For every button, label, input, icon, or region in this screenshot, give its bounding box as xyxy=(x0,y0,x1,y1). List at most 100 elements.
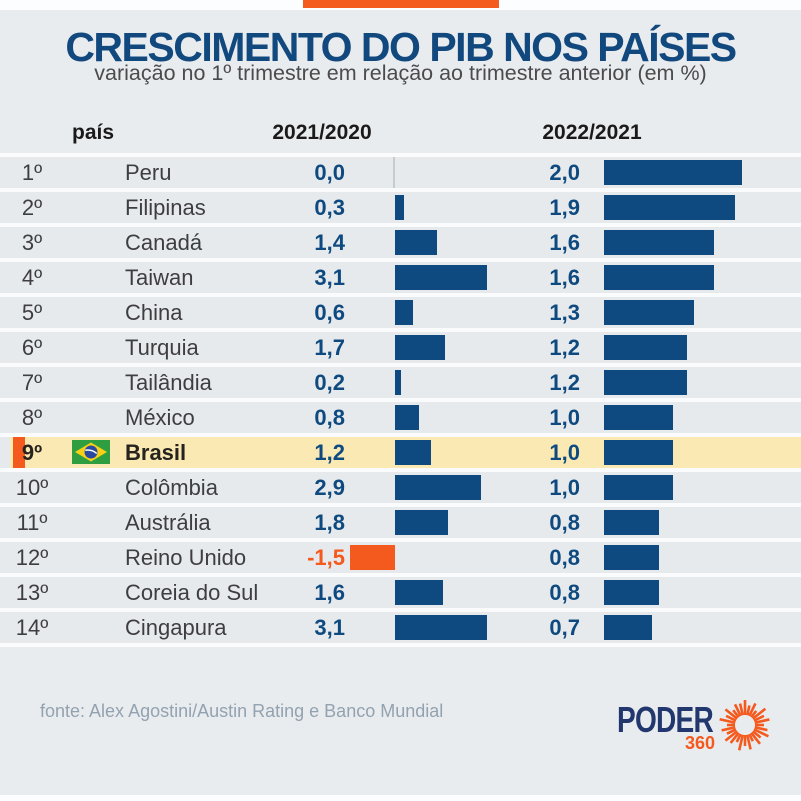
rank-label: 13º xyxy=(15,580,49,605)
zero-line xyxy=(393,157,395,188)
value-2022: 1,0 xyxy=(549,440,580,465)
value-2022: 0,8 xyxy=(549,545,580,570)
bar-2022 xyxy=(604,195,736,220)
bar-2021 xyxy=(395,405,419,430)
column-header-country: país xyxy=(72,121,115,144)
country-label: Coreia do Sul xyxy=(125,580,259,605)
column-header-2021-2020: 2021/2020 xyxy=(272,121,372,144)
country-label: Austrália xyxy=(125,510,211,535)
country-label: China xyxy=(125,300,183,325)
bar-2021 xyxy=(395,510,449,535)
table-rows: 1º Peru 0,0 2,0 2º Filipinas 0,3 1,9 3º … xyxy=(0,153,801,647)
country-label: Turquia xyxy=(125,335,199,360)
page-title: CRESCIMENTO DO PIB NOS PAÍSES xyxy=(65,24,737,70)
value-2022: 1,2 xyxy=(549,335,580,360)
bar-2022 xyxy=(604,615,653,640)
value-2022: 2,0 xyxy=(549,160,580,185)
value-2022: 0,8 xyxy=(549,510,580,535)
bar-2022 xyxy=(604,335,687,360)
sunburst-icon xyxy=(719,700,770,751)
rank-label: 6º xyxy=(21,335,43,360)
row-orange-accent xyxy=(13,437,25,468)
value-2021: 0,8 xyxy=(314,405,345,430)
bar-2022 xyxy=(604,510,660,535)
table-row: 12º Reino Unido -1,5 0,8 xyxy=(0,542,801,577)
value-2021: 1,7 xyxy=(314,335,345,360)
table-row: 2º Filipinas 0,3 1,9 xyxy=(0,192,801,227)
rank-label: 12º xyxy=(15,545,49,570)
source-note: fonte: Alex Agostini/Austin Rating e Ban… xyxy=(40,701,444,721)
bar-2021 xyxy=(395,370,401,395)
bar-2021 xyxy=(395,440,431,465)
table-row: 9º Brasil 1,2 1,0 xyxy=(0,437,801,472)
table-row: 10º Colômbia 2,9 1,0 xyxy=(0,472,801,507)
bar-2021 xyxy=(395,300,413,325)
bar-2021 xyxy=(395,475,482,500)
rank-label: 5º xyxy=(21,300,43,325)
bar-2021 xyxy=(395,580,443,605)
value-2022: 1,0 xyxy=(549,405,580,430)
value-2021: 0,2 xyxy=(314,370,345,395)
bar-2021 xyxy=(350,545,395,570)
value-2022: 1,2 xyxy=(549,370,580,395)
bar-2022 xyxy=(604,230,715,255)
bar-2021 xyxy=(395,615,488,640)
column-header-2022-2021: 2022/2021 xyxy=(542,121,642,144)
value-2021: 3,1 xyxy=(314,265,345,290)
bar-2022 xyxy=(604,370,687,395)
page-subtitle: variação no 1º trimestre em relação ao t… xyxy=(94,61,707,85)
bar-2022 xyxy=(604,545,660,570)
bar-2022 xyxy=(604,580,660,605)
rank-label: 1º xyxy=(21,160,43,185)
value-2021: 2,9 xyxy=(314,475,345,500)
table-row: 11º Austrália 1,8 0,8 xyxy=(0,507,801,542)
table-row: 3º Canadá 1,4 1,6 xyxy=(0,227,801,262)
poder360-logo: PODER 360 xyxy=(617,693,787,757)
value-2021: 1,4 xyxy=(314,230,345,255)
value-2021: 1,2 xyxy=(314,440,345,465)
country-label: Canadá xyxy=(125,230,203,255)
table-row: 5º China 0,6 1,3 xyxy=(0,297,801,332)
value-2021: 0,0 xyxy=(314,160,345,185)
value-2022: 1,6 xyxy=(549,230,580,255)
bar-2022 xyxy=(604,160,742,185)
country-label: México xyxy=(125,405,195,430)
value-2022: 1,3 xyxy=(549,300,580,325)
rank-label: 3º xyxy=(21,230,43,255)
value-2022: 0,8 xyxy=(549,580,580,605)
country-label: Taiwan xyxy=(125,265,194,290)
value-2022: 0,7 xyxy=(549,615,580,640)
top-orange-accent-bar xyxy=(303,0,499,8)
table-row: 7º Tailândia 0,2 1,2 xyxy=(0,367,801,402)
country-label: Brasil xyxy=(125,440,187,465)
value-2022: 1,0 xyxy=(549,475,580,500)
bar-2021 xyxy=(395,195,404,220)
value-2021: 0,6 xyxy=(314,300,345,325)
table-row: 6º Turquia 1,7 1,2 xyxy=(0,332,801,367)
rank-label: 14º xyxy=(15,615,49,640)
value-2021: 1,8 xyxy=(314,510,345,535)
table-row: 1º Peru 0,0 2,0 xyxy=(0,153,801,192)
logo-360-label: 360 xyxy=(684,733,715,753)
logo-wordmark: PODER xyxy=(617,699,714,740)
value-2021: 1,6 xyxy=(314,580,345,605)
country-label: Tailândia xyxy=(125,370,212,395)
value-2021: -1,5 xyxy=(307,545,345,570)
bar-2022 xyxy=(604,300,694,325)
rank-label: 2º xyxy=(21,195,43,220)
table-row: 14º Cingapura 3,1 0,7 xyxy=(0,612,801,647)
country-label: Peru xyxy=(125,160,172,185)
rank-label: 4º xyxy=(21,265,43,290)
value-2022: 1,6 xyxy=(549,265,580,290)
bar-2022 xyxy=(604,440,673,465)
rank-label: 9º xyxy=(21,440,43,465)
table-row: 8º México 0,8 1,0 xyxy=(0,402,801,437)
value-2022: 1,9 xyxy=(549,195,580,220)
value-2021: 3,1 xyxy=(314,615,345,640)
country-label: Colômbia xyxy=(125,475,218,500)
brazil-flag-icon xyxy=(72,440,110,464)
bottom-white-strip xyxy=(0,795,801,801)
rank-label: 11º xyxy=(16,510,48,535)
bar-2021 xyxy=(395,335,446,360)
bar-2022 xyxy=(604,265,715,290)
